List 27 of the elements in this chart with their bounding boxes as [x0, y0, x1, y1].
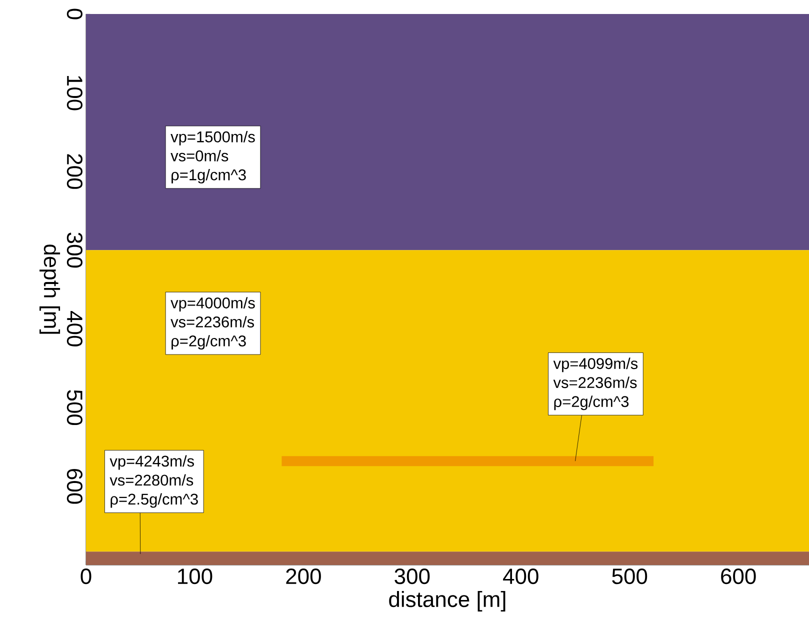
y-axis-title: depth [m] — [40, 244, 60, 334]
annotation: ρ=2g/cm^3 — [554, 396, 629, 410]
annotation: ρ=1g/cm^3 — [172, 168, 246, 184]
y-tick-label: 200 — [66, 154, 82, 189]
x-tick-label: 200 — [286, 568, 321, 584]
annotation: vp=4000m/s — [170, 297, 255, 312]
annotation: vs=0m/s — [170, 150, 228, 162]
y-tick-label: 600 — [66, 469, 82, 504]
annotation: vs=2236m/s — [553, 376, 637, 388]
annotation: ρ=2g/cm^3 — [172, 335, 246, 350]
annotation: vp=4243m/s — [110, 455, 194, 470]
x-tick-label: 400 — [503, 568, 538, 584]
x-tick-label: 300 — [394, 568, 430, 584]
x-tick-label: 600 — [721, 568, 756, 584]
annotation: ρ=2.5g/cm^3 — [110, 493, 198, 508]
y-tick-label: 300 — [66, 232, 82, 268]
y-tick-label: 0 — [66, 8, 82, 20]
annotation: vs=2236m/s — [170, 316, 254, 328]
annotation: vs=2280m/s — [110, 474, 194, 486]
y-tick-label: 400 — [66, 311, 82, 346]
y-tick-label: 500 — [66, 390, 82, 426]
annotation: vp=4099m/s — [553, 358, 638, 372]
y-tick-label: 100 — [66, 76, 82, 110]
x-tick-label: 100 — [178, 568, 212, 584]
x-tick-label: 500 — [612, 568, 648, 584]
annotation: vp=1500m/s — [170, 130, 255, 146]
x-axis-title: distance [m] — [389, 590, 506, 612]
